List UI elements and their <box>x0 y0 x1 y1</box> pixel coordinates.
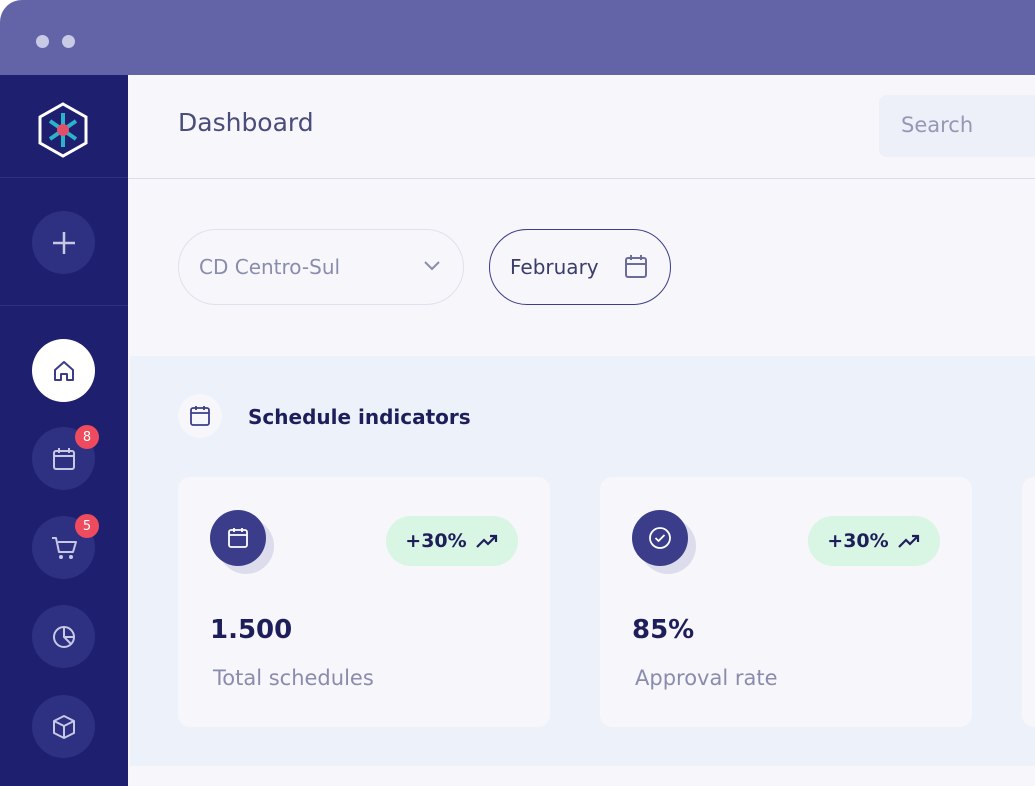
indicator-card: +30% 85% Approval rate <box>600 477 972 727</box>
month-value: February <box>510 255 599 279</box>
indicator-label: Approval rate <box>635 666 778 690</box>
header-divider <box>128 178 1035 179</box>
month-picker[interactable]: February <box>489 229 671 305</box>
indicator-value: 85% <box>632 615 695 645</box>
products-nav[interactable] <box>32 695 95 758</box>
change-pill: +30% <box>386 516 518 566</box>
indicators-panel: Schedule indicators +30% 1.500 Total sch… <box>130 356 1035 766</box>
window-dot <box>36 35 49 48</box>
search-placeholder: Search <box>901 113 974 137</box>
badge: 8 <box>75 425 99 449</box>
change-value: +30% <box>827 530 889 552</box>
change-pill: +30% <box>808 516 940 566</box>
add-button[interactable] <box>32 211 95 274</box>
indicator-value: 1.500 <box>210 615 293 645</box>
badge: 5 <box>75 514 99 538</box>
card-icon <box>632 510 688 566</box>
section-icon <box>178 394 222 438</box>
page-title: Dashboard <box>178 108 314 137</box>
window-dot <box>62 35 75 48</box>
card-icon <box>210 510 266 566</box>
search-box[interactable]: Search <box>879 95 1035 157</box>
center-value: CD Centro-Sul <box>199 255 341 279</box>
section-title: Schedule indicators <box>248 405 471 429</box>
indicator-card <box>1022 477 1035 727</box>
center-select[interactable]: CD Centro-Sul <box>178 229 464 305</box>
sidebar: 8 5 <box>0 75 128 786</box>
indicator-label: Total schedules <box>213 666 374 690</box>
logo <box>38 102 88 158</box>
home-nav[interactable] <box>32 339 95 402</box>
reports-nav[interactable] <box>32 605 95 668</box>
change-value: +30% <box>405 530 467 552</box>
title-bar <box>0 0 1035 75</box>
indicator-card: +30% 1.500 Total schedules <box>178 477 550 727</box>
cart-nav[interactable] <box>32 516 95 579</box>
